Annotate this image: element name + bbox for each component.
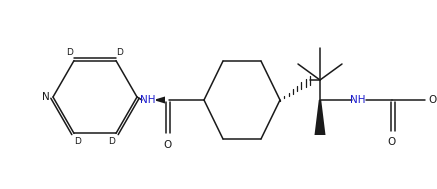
Text: NH: NH (350, 95, 366, 105)
Text: NH: NH (140, 95, 156, 105)
Text: D: D (117, 48, 123, 57)
Text: O: O (388, 137, 396, 147)
Text: OH: OH (428, 95, 437, 105)
Text: D: D (75, 137, 81, 146)
Polygon shape (156, 97, 165, 104)
Text: D: D (108, 137, 115, 146)
Text: N: N (42, 92, 50, 102)
Text: D: D (66, 48, 73, 57)
Text: O: O (163, 140, 171, 150)
Polygon shape (315, 100, 326, 135)
